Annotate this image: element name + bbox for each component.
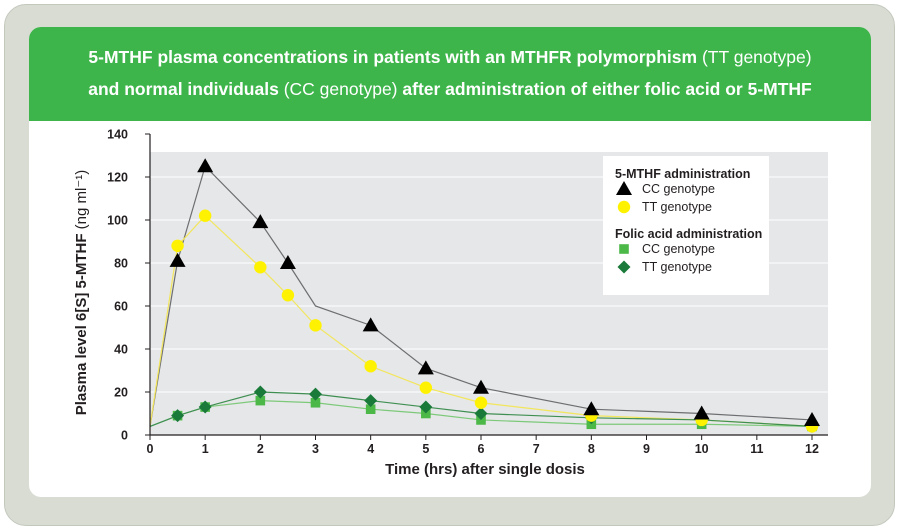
data-point bbox=[362, 317, 379, 332]
x-tick-label: 10 bbox=[695, 442, 709, 456]
title-line2-bold-a: and normal individuals bbox=[88, 79, 279, 99]
data-point bbox=[255, 395, 266, 406]
data-point bbox=[693, 405, 710, 420]
y-tick-label: 40 bbox=[114, 343, 128, 357]
y-tick-label: 100 bbox=[107, 214, 128, 228]
data-point bbox=[281, 289, 295, 302]
legend-marker bbox=[617, 200, 631, 214]
data-point bbox=[365, 404, 376, 414]
title-banner: 5-MTHF plasma concentrations in patients… bbox=[29, 27, 871, 121]
x-tick-label: 5 bbox=[422, 442, 429, 456]
data-point bbox=[419, 400, 433, 414]
legend-group-5mthf: 5-MTHF administration bbox=[615, 167, 750, 181]
y-tick-label: 140 bbox=[107, 128, 128, 142]
data-point bbox=[252, 214, 269, 229]
x-tick-label: 4 bbox=[367, 442, 374, 456]
legend-marker bbox=[616, 181, 632, 195]
y-ticks: 0 20 40 60 80 100 120 140 bbox=[107, 128, 150, 443]
x-tick-label: 9 bbox=[643, 442, 650, 456]
x-tick-label: 8 bbox=[588, 442, 595, 456]
data-point bbox=[583, 401, 600, 416]
y-tick-label: 80 bbox=[114, 257, 128, 271]
data-point bbox=[279, 255, 296, 269]
data-point bbox=[171, 239, 184, 252]
data-point bbox=[473, 379, 489, 394]
title-line2-normal: (CC genotype) bbox=[283, 79, 398, 99]
y-tick-label: 0 bbox=[121, 429, 128, 443]
data-markers bbox=[169, 158, 820, 433]
x-tick-label: 0 bbox=[147, 442, 154, 456]
data-point bbox=[309, 319, 322, 332]
x-tick-label: 12 bbox=[805, 442, 819, 456]
x-ticks: 0 1 2 3 4 5 6 7 8 9 10 11 12 bbox=[147, 435, 819, 456]
data-point bbox=[171, 409, 185, 423]
title-line-1: 5-MTHF plasma concentrations in patients… bbox=[29, 47, 871, 68]
series-line bbox=[149, 214, 813, 427]
y-tick-label: 60 bbox=[114, 300, 128, 314]
data-point bbox=[804, 411, 820, 426]
legend-label: TT genotype bbox=[642, 260, 712, 274]
legend-marker bbox=[617, 260, 631, 274]
data-point bbox=[309, 387, 322, 401]
data-point bbox=[474, 407, 488, 420]
legend-label: CC genotype bbox=[642, 182, 715, 196]
title-line-2: and normal individuals (CC genotype) aft… bbox=[29, 79, 871, 100]
data-point bbox=[474, 396, 488, 409]
data-point bbox=[198, 209, 212, 222]
legend-label: TT genotype bbox=[642, 200, 712, 214]
legend-marker bbox=[619, 244, 629, 254]
title-line1-normal: (TT genotype) bbox=[701, 47, 812, 67]
data-point bbox=[364, 360, 377, 373]
data-point bbox=[310, 397, 321, 408]
legend-label: CC genotype bbox=[642, 242, 715, 256]
data-point bbox=[417, 360, 434, 375]
x-tick-label: 2 bbox=[257, 442, 264, 456]
x-tick-label: 6 bbox=[478, 442, 485, 456]
data-point bbox=[419, 381, 433, 394]
x-tick-label: 7 bbox=[533, 442, 540, 456]
data-point bbox=[197, 158, 214, 173]
x-tick-label: 1 bbox=[202, 442, 209, 456]
data-point bbox=[364, 394, 378, 408]
legend-group-folic: Folic acid administration bbox=[615, 227, 762, 241]
data-point bbox=[254, 261, 267, 274]
title-line2-bold-b: after administration of either folic aci… bbox=[402, 79, 812, 99]
y-axis-title: Plasma level 6[S] 5-MTHF (ng ml⁻¹) bbox=[73, 170, 90, 416]
data-point bbox=[253, 385, 267, 399]
x-tick-label: 3 bbox=[312, 442, 319, 456]
x-tick-label: 11 bbox=[750, 442, 763, 456]
data-point bbox=[198, 400, 212, 414]
title-line1-bold: 5-MTHF plasma concentrations in patients… bbox=[88, 47, 698, 67]
data-point bbox=[169, 252, 186, 267]
legend: 5-MTHF administration Folic acid adminis… bbox=[603, 156, 769, 295]
series-line bbox=[149, 165, 813, 427]
x-axis-title: Time (hrs) after single dosis bbox=[385, 461, 585, 478]
y-tick-label: 120 bbox=[107, 171, 128, 185]
y-tick-label: 20 bbox=[114, 386, 128, 400]
legend-box bbox=[603, 156, 769, 295]
legend-items: CC genotype TT genotype CC genotype TT geno… bbox=[616, 181, 715, 274]
